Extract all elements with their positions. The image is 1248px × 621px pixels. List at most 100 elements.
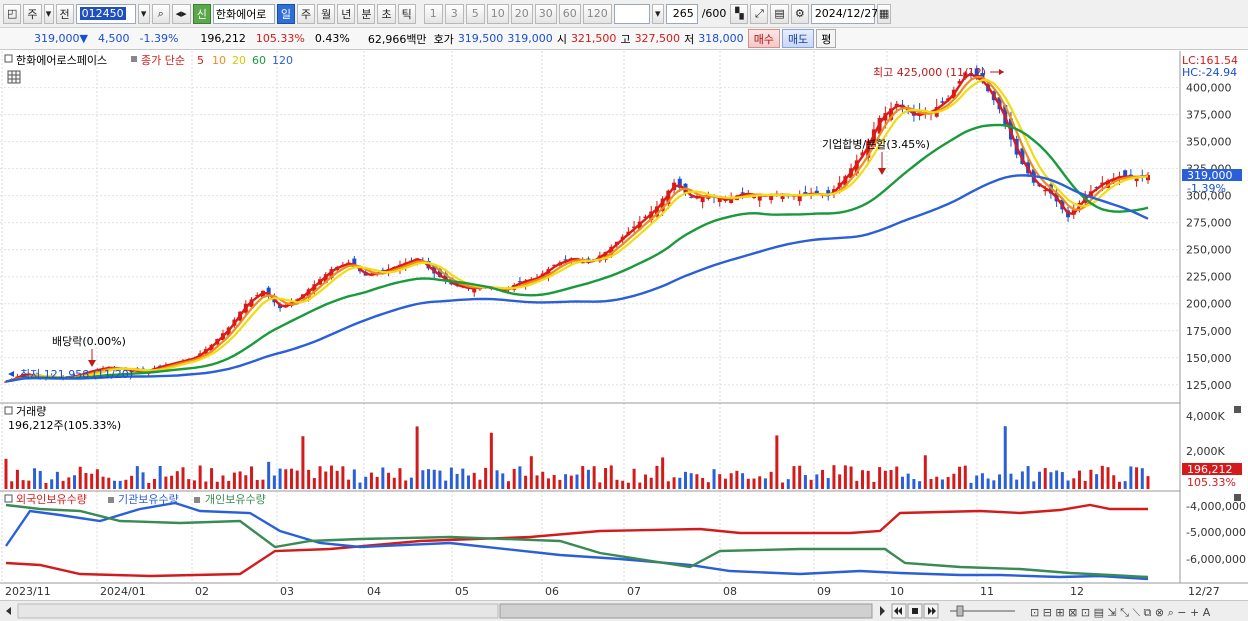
interval-3-button[interactable]: 3	[444, 3, 464, 24]
sell-button[interactable]: 매도	[781, 29, 815, 48]
scroll-left-icon[interactable]	[6, 607, 11, 615]
volume-close-icon[interactable]	[1234, 406, 1241, 413]
volume-bar	[501, 473, 505, 489]
volume-bar	[358, 482, 362, 489]
period-week-button[interactable]: 주	[296, 3, 316, 24]
volume-bar	[1003, 426, 1007, 489]
volume-bar	[1146, 476, 1150, 489]
volume-bar	[718, 474, 722, 489]
interval-10-button[interactable]: 10	[486, 3, 509, 24]
candle-body	[780, 194, 785, 200]
volume-bar	[992, 480, 996, 489]
search-icon[interactable]: ⌕	[151, 3, 170, 24]
holding-legend-foreign: 외국인보유수량	[16, 493, 87, 506]
period-minute-button[interactable]: 분	[357, 3, 376, 24]
low-value: 318,000	[698, 32, 744, 45]
volume-bar	[586, 469, 590, 489]
turnover-pct: 0.43%	[314, 32, 350, 45]
cycle-select[interactable]: 주	[23, 3, 42, 24]
calendar-icon[interactable]: ▦	[876, 3, 892, 24]
period-year-button[interactable]: 년	[337, 3, 356, 24]
volume-bar	[324, 471, 328, 489]
scroll-thumb[interactable]	[499, 603, 873, 619]
ask2-value: 319,000	[507, 32, 553, 45]
chart-area[interactable]: 한화에어로스페이스 종가 단순 5 10 20 60 120 LC:161.54…	[0, 51, 1248, 600]
grid-lines	[0, 51, 1180, 583]
candle-body	[609, 246, 614, 256]
period-tick-button[interactable]: 틱	[397, 3, 416, 24]
buy-button[interactable]: 매수	[747, 29, 780, 48]
time-axis-label: 08	[723, 585, 737, 598]
interval-20-button[interactable]: 20	[510, 3, 533, 24]
stock-name-field[interactable]: 한화에어로	[212, 3, 275, 24]
candle-body	[437, 269, 442, 278]
scroll-right-icon[interactable]	[880, 606, 885, 616]
table-icon[interactable]	[7, 70, 21, 84]
custom-interval-input[interactable]	[613, 3, 650, 24]
average-button[interactable]: 평	[816, 29, 837, 48]
compare-icon[interactable]: ⤢	[750, 3, 769, 24]
interval-60-button[interactable]: 60	[558, 3, 581, 24]
layout-icon[interactable]: ◰	[3, 3, 22, 24]
volume-bar	[861, 470, 864, 489]
period-month-button[interactable]: 월	[317, 3, 336, 24]
candle-body	[563, 259, 568, 261]
scroll-bar: ⊡ ⊟ ⊞ ⊠ ⊡ ▤ ⇲ ⤡ ⟍ ⧉ ⊗ ⌕ − + A	[0, 600, 1248, 621]
volume-title: 거래량	[16, 405, 46, 418]
volume-bar	[592, 466, 596, 489]
interval-dropdown-icon[interactable]: ▾	[651, 3, 664, 24]
draw-icon[interactable]: ▤	[770, 3, 789, 24]
volume-bar	[912, 478, 916, 489]
scroll-track[interactable]	[17, 603, 499, 619]
volume-bar	[227, 480, 231, 489]
volume-bar	[364, 476, 368, 489]
tool-icons[interactable]: ⊡ ⊟ ⊞ ⊠ ⊡ ▤ ⇲ ⤡ ⟍ ⧉ ⊗ ⌕ − + A	[1030, 606, 1211, 619]
speaker-icon[interactable]: ◂▸	[171, 3, 191, 24]
volume-bar	[786, 479, 790, 489]
holding-box-icon[interactable]	[4, 494, 13, 503]
open-value: 321,500	[570, 32, 617, 45]
holding-legend-individual: 개인보유수량	[205, 493, 266, 506]
hc-value: HC:-24.94	[1182, 66, 1237, 79]
count-input[interactable]: 265	[665, 3, 698, 24]
volume-bar	[392, 477, 396, 489]
current-price: 319,000▼	[3, 32, 93, 45]
interval-30-button[interactable]: 30	[534, 3, 557, 24]
volume-bar	[529, 456, 533, 489]
volume-bar	[1089, 469, 1093, 489]
gear-icon[interactable]: ⚙	[790, 3, 809, 24]
period-day-button[interactable]: 일	[276, 3, 295, 24]
current-price-tag	[1182, 169, 1242, 181]
ma-20-line	[5, 78, 1149, 383]
volume-bar	[101, 476, 105, 489]
chevron-down-icon[interactable]: ▾	[43, 3, 54, 24]
date-input[interactable]: 2024/12/27	[810, 3, 878, 24]
volume-bar	[10, 481, 14, 489]
volume-bar	[712, 469, 716, 489]
settings-chart-icon[interactable]: ▚	[730, 3, 749, 24]
candle-body	[854, 160, 859, 174]
volume-box-icon[interactable]	[4, 406, 13, 415]
volume-bar	[238, 471, 242, 489]
stock-code-input[interactable]: 012450	[75, 3, 136, 24]
volume-panel: 거래량 196,212주(105.33%) 4,000K 2,000K 196,…	[4, 405, 1242, 489]
holding-close-icon[interactable]	[1234, 494, 1241, 501]
interval-5-button[interactable]: 5	[465, 3, 485, 24]
period-second-button[interactable]: 초	[377, 3, 396, 24]
interval-1-button[interactable]: 1	[423, 3, 443, 24]
volume-bar	[1060, 472, 1064, 489]
candle-body	[443, 273, 448, 281]
zoom-slider-handle[interactable]	[956, 605, 964, 617]
volume-bar	[489, 432, 493, 489]
interval-120-button[interactable]: 120	[582, 3, 612, 24]
holding-marker-icon	[108, 497, 114, 503]
merger-arrow-head	[878, 168, 886, 175]
prev-button[interactable]: 전	[55, 3, 74, 24]
candle-body	[1094, 186, 1099, 188]
legend-box-icon[interactable]	[4, 54, 13, 63]
volume-bar	[198, 465, 202, 489]
volume-bar	[958, 466, 962, 489]
code-dropdown-icon[interactable]: ▾	[137, 3, 150, 24]
volume-bar	[438, 470, 442, 489]
candle-body	[255, 295, 260, 297]
